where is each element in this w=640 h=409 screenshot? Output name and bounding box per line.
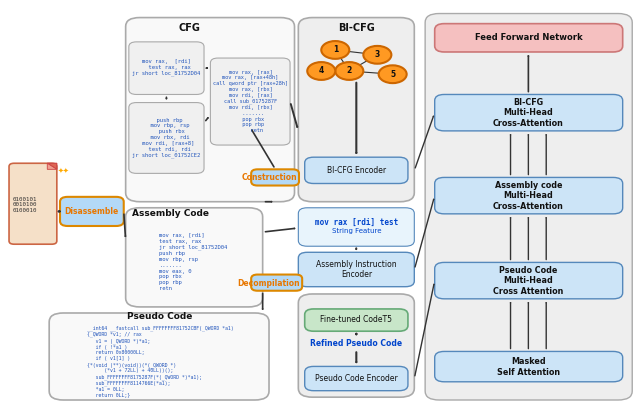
Text: 3: 3 — [375, 50, 380, 59]
Circle shape — [379, 65, 406, 83]
Text: Feed Forward Network: Feed Forward Network — [474, 33, 582, 42]
Text: Masked
Self Attention: Masked Self Attention — [497, 357, 560, 377]
Text: 1: 1 — [333, 45, 338, 54]
FancyBboxPatch shape — [251, 274, 302, 291]
Text: mov rax, [rdi]
test rax, rax
jr short loc_81752D04
push rbp
mov rbp, rsp
.......: mov rax, [rdi] test rax, rax jr short lo… — [159, 233, 228, 291]
Text: Pseudo Code Encoder: Pseudo Code Encoder — [315, 374, 397, 383]
FancyBboxPatch shape — [9, 163, 57, 244]
Text: CFG: CFG — [179, 22, 200, 33]
Text: 5: 5 — [390, 70, 396, 79]
Text: 4: 4 — [319, 67, 324, 76]
Text: __int64 __fastcall sub_FFFFFFFF81752CBF(_QWORD *a1)
{_QWORD *v1; // rax
   v1 = : __int64 __fastcall sub_FFFFFFFF81752CBF(… — [88, 326, 234, 398]
Text: Pseudo Code
Multi-Head
Cross Attention: Pseudo Code Multi-Head Cross Attention — [493, 266, 564, 296]
FancyBboxPatch shape — [298, 208, 414, 246]
FancyBboxPatch shape — [305, 309, 408, 331]
FancyBboxPatch shape — [425, 13, 632, 400]
Polygon shape — [47, 163, 57, 169]
FancyBboxPatch shape — [251, 169, 299, 186]
Text: mov rax,  [rdi]
  test rax, rax
jr short loc_81752D04: mov rax, [rdi] test rax, rax jr short lo… — [132, 59, 200, 76]
FancyBboxPatch shape — [298, 252, 414, 287]
Circle shape — [364, 46, 392, 64]
FancyBboxPatch shape — [305, 157, 408, 184]
Text: ✦✦: ✦✦ — [58, 167, 70, 173]
Polygon shape — [47, 163, 57, 169]
Text: mov rax [rdi] test: mov rax [rdi] test — [315, 218, 398, 227]
Circle shape — [335, 62, 364, 80]
Text: BI-CFG: BI-CFG — [338, 22, 374, 33]
Text: Disassemble: Disassemble — [65, 207, 119, 216]
FancyBboxPatch shape — [298, 294, 414, 397]
FancyBboxPatch shape — [211, 58, 290, 145]
Text: String Feature: String Feature — [332, 228, 381, 234]
FancyBboxPatch shape — [129, 42, 204, 94]
Text: Fine-tuned CodeT5: Fine-tuned CodeT5 — [321, 315, 392, 324]
FancyBboxPatch shape — [298, 18, 414, 202]
FancyBboxPatch shape — [49, 313, 269, 400]
Text: BI-CFG
Multi-Head
Cross-Attention: BI-CFG Multi-Head Cross-Attention — [493, 98, 564, 128]
Text: Pseudo Code: Pseudo Code — [127, 312, 192, 321]
Text: Refined Pseudo Code: Refined Pseudo Code — [310, 339, 403, 348]
FancyBboxPatch shape — [125, 18, 294, 202]
Text: 2: 2 — [347, 67, 352, 76]
Text: Construction: Construction — [241, 173, 297, 182]
Text: 0100101
0010100
0100010: 0100101 0010100 0100010 — [13, 197, 37, 213]
FancyBboxPatch shape — [435, 351, 623, 382]
FancyBboxPatch shape — [129, 103, 204, 173]
Circle shape — [321, 41, 349, 59]
Text: Decompilation: Decompilation — [237, 279, 300, 288]
FancyBboxPatch shape — [435, 24, 623, 52]
Text: Assembly code
Multi-Head
Cross-Attention: Assembly code Multi-Head Cross-Attention — [493, 181, 564, 211]
FancyBboxPatch shape — [125, 208, 262, 307]
Text: mov rax, [rax]
mov rax, [rax+48h]
call qword ptr [rax+28h]
mov rax, [rbx]
mov rd: mov rax, [rax] mov rax, [rax+48h] call q… — [213, 70, 288, 133]
Text: Assembly Code: Assembly Code — [132, 209, 209, 218]
FancyBboxPatch shape — [60, 197, 124, 226]
FancyBboxPatch shape — [305, 366, 408, 391]
Text: BI-CFG Encoder: BI-CFG Encoder — [327, 166, 386, 175]
FancyBboxPatch shape — [435, 263, 623, 299]
Text: push rbp
  mov rbp, rsp
   push rbx
  mov rbx, rdi
 mov rdi, [rax+8]
  test rdi,: push rbp mov rbp, rsp push rbx mov rbx, … — [132, 117, 200, 158]
Circle shape — [307, 62, 335, 80]
FancyBboxPatch shape — [435, 94, 623, 131]
FancyBboxPatch shape — [435, 178, 623, 214]
Text: Assembly Instruction
Encoder: Assembly Instruction Encoder — [316, 260, 397, 279]
